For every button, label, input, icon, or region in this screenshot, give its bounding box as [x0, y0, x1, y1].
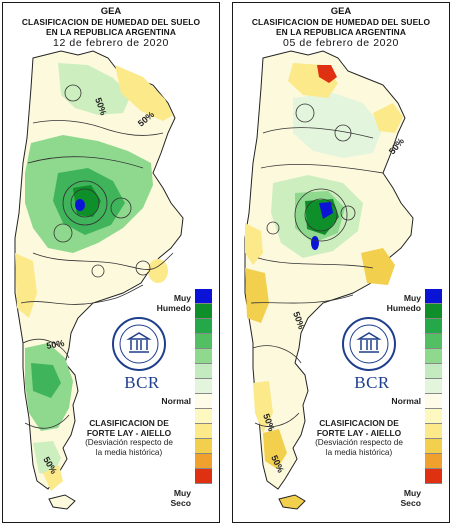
moisture-region-patagonia-yellow	[253, 381, 273, 433]
contour-lines	[250, 103, 384, 427]
map-header: GEA CLASIFICACION DE HUMEDAD DEL SUELO E…	[233, 7, 449, 50]
moisture-region-south-green	[33, 441, 61, 475]
moisture-region-west-orange	[245, 268, 269, 323]
moisture-region-west-yellow	[245, 223, 263, 265]
classification-line3: (Desviación respecto de	[315, 438, 403, 447]
map-title-line1: CLASIFICACION DE HUMEDAD DEL SUELO	[21, 17, 201, 27]
legend-swatch	[195, 334, 212, 349]
bcr-seal-logo	[342, 317, 396, 371]
legend-swatch	[195, 364, 212, 379]
legend-swatch	[425, 454, 442, 469]
legend-swatch	[425, 304, 442, 319]
map-org: GEA	[330, 6, 352, 17]
map-date: 12 de febrero de 2020	[53, 37, 169, 49]
moisture-region-north-green	[58, 63, 131, 115]
legend-swatch	[195, 424, 212, 439]
tierra-del-fuego	[48, 494, 76, 510]
legend-swatch	[195, 319, 212, 334]
moisture-region-northeast-yellow	[115, 65, 173, 121]
legend-swatch	[195, 394, 212, 409]
moisture-region-core-blue	[75, 199, 85, 211]
moisture-region-north-lightgreen	[293, 93, 383, 158]
moisture-region-south-orange	[263, 429, 287, 469]
legend-swatch	[195, 439, 212, 454]
legend-swatch	[425, 289, 442, 304]
soil-moisture-map-panel-right: GEA CLASIFICACION DE HUMEDAD DEL SUELO E…	[232, 2, 450, 523]
moisture-region-east-yellow	[148, 259, 168, 283]
argentina-land	[244, 50, 414, 490]
legend-label-very-wet: Muy Humedo	[386, 293, 421, 313]
contour-label-3: 50%	[46, 338, 65, 351]
contour-lines	[20, 84, 174, 429]
legend-swatch	[195, 454, 212, 469]
map-org: GEA	[100, 6, 122, 17]
classification-line2: FORTE LAY - AIELLO	[86, 428, 172, 438]
classification-note: CLASIFICACION DE FORTE LAY - AIELLO (Des…	[65, 418, 193, 458]
legend-label-very-dry: Muy Seco	[170, 488, 191, 508]
legend-swatch	[425, 379, 442, 394]
legend-swatch	[425, 469, 442, 484]
bcr-logo-text: BCR	[124, 373, 160, 392]
legend-label-normal: Normal	[161, 396, 191, 406]
moisture-legend-scale	[195, 289, 212, 484]
legend-swatch	[195, 349, 212, 364]
map-date: 05 de febrero de 2020	[283, 37, 399, 49]
legend-label-very-wet: Muy Humedo	[156, 293, 191, 313]
tierra-del-fuego	[278, 494, 306, 510]
legend-swatch	[425, 364, 442, 379]
legend-swatch	[195, 304, 212, 319]
legend-swatch	[425, 349, 442, 364]
map-title-line2: EN LA REPUBLICA ARGENTINA	[46, 27, 176, 37]
argentina-moisture-map: 50% 50% 50% 50%	[14, 50, 184, 510]
moisture-region-northeast-yellow	[373, 103, 403, 133]
legend-swatch	[195, 469, 212, 484]
soil-moisture-map-panel-left: GEA CLASIFICACION DE HUMEDAD DEL SUELO E…	[2, 2, 220, 523]
classification-line3: (Desviación respecto de	[85, 438, 173, 447]
map-header: GEA CLASIFICACION DE HUMEDAD DEL SUELO E…	[3, 7, 219, 50]
classification-line1: CLASIFICACION DE	[319, 418, 399, 428]
moisture-legend-scale	[425, 289, 442, 484]
map-title-line2: EN LA REPUBLICA ARGENTINA	[276, 27, 406, 37]
classification-note: CLASIFICACION DE FORTE LAY - AIELLO (Des…	[295, 418, 423, 458]
legend-label-very-dry: Muy Seco	[400, 488, 421, 508]
legend-label-normal: Normal	[391, 396, 421, 406]
legend-swatch	[425, 439, 442, 454]
classification-line1: CLASIFICACION DE	[89, 418, 169, 428]
bcr-seal-logo	[112, 317, 166, 371]
moisture-region-east-orange	[361, 248, 395, 285]
moisture-region-north-red	[317, 65, 337, 83]
moisture-region-south-yellow	[43, 465, 63, 491]
moisture-region-patagonia-darkgreen	[31, 363, 61, 398]
classification-line4: la media histórica)	[95, 448, 163, 457]
legend-swatch	[425, 319, 442, 334]
moisture-region-core-blue-2	[311, 236, 319, 250]
argentina-moisture-map: 50% 50% 50% 50%	[244, 50, 414, 510]
legend-swatch	[195, 289, 212, 304]
classification-line2: FORTE LAY - AIELLO	[316, 428, 402, 438]
legend-swatch	[195, 409, 212, 424]
legend-swatch	[425, 424, 442, 439]
map-title-line1: CLASIFICACION DE HUMEDAD DEL SUELO	[251, 17, 431, 27]
legend-swatch	[425, 394, 442, 409]
legend-swatch	[425, 334, 442, 349]
legend-swatch	[425, 409, 442, 424]
legend-swatch	[195, 379, 212, 394]
moisture-region-core-blue	[319, 202, 333, 219]
classification-line4: la media histórica)	[325, 448, 393, 457]
bcr-logo-text: BCR	[354, 373, 390, 392]
